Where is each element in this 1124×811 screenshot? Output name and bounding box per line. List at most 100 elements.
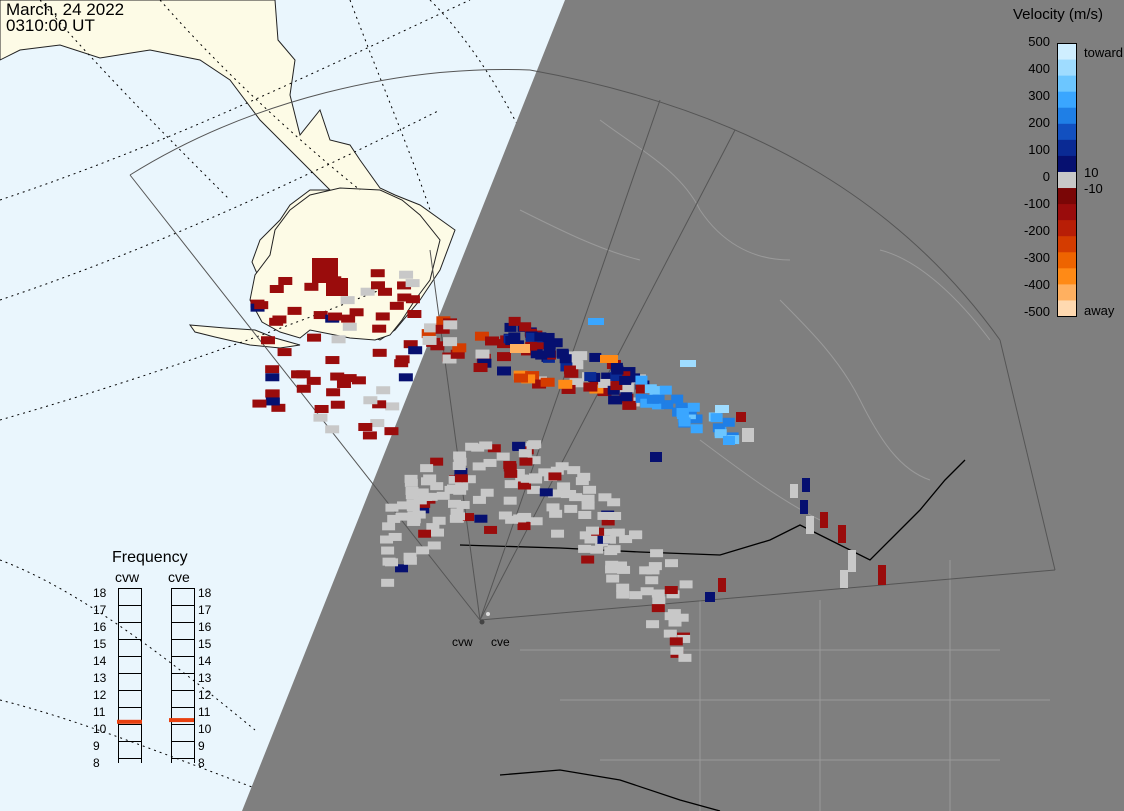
colorbar-band xyxy=(1057,188,1077,205)
colorbar-band xyxy=(1057,91,1077,109)
colorbar-tick-label: -100 xyxy=(1023,196,1050,211)
velocity-cell xyxy=(651,604,665,613)
velocity-cell xyxy=(454,474,468,483)
velocity-cell xyxy=(421,329,436,339)
us-mexico-border xyxy=(499,769,721,811)
velocity-cell xyxy=(326,388,341,397)
colorbar-band xyxy=(1057,59,1077,77)
velocity-cell xyxy=(608,395,623,405)
velocity-cell xyxy=(372,400,387,409)
velocity-cell xyxy=(265,397,280,406)
velocity-cell xyxy=(549,509,563,518)
velocity-cell xyxy=(546,503,560,512)
velocity-cell xyxy=(430,341,445,351)
velocity-cell xyxy=(518,449,532,458)
velocity-cell xyxy=(254,301,269,310)
velocity-cell xyxy=(664,612,678,621)
velocity-cell xyxy=(306,376,321,385)
frequency-scale-right: 15 xyxy=(198,637,212,651)
velocity-cell xyxy=(496,452,510,461)
velocity-cell xyxy=(405,486,419,495)
velocity-cell xyxy=(443,337,458,347)
velocity-cell xyxy=(484,525,498,534)
velocity-cell xyxy=(370,281,385,290)
frequency-scale-right: 10 xyxy=(198,722,212,736)
velocity-cell xyxy=(534,332,547,342)
colorbar-band xyxy=(1057,300,1077,317)
velocity-cell xyxy=(617,565,631,574)
velocity-cell xyxy=(376,386,391,395)
velocity-cell xyxy=(600,355,618,363)
velocity-cell xyxy=(272,315,287,324)
velocity-cell xyxy=(558,379,573,389)
velocity-cell xyxy=(313,311,328,320)
velocity-cell xyxy=(431,528,445,537)
velocity-cell xyxy=(677,634,691,643)
velocity-cell xyxy=(705,592,715,602)
velocity-cell xyxy=(511,468,525,477)
velocity-cell xyxy=(465,442,479,451)
velocity-cell xyxy=(712,423,725,433)
velocity-cells xyxy=(250,258,886,662)
velocity-cell xyxy=(618,371,631,381)
velocity-cell xyxy=(278,276,293,285)
velocity-cell xyxy=(678,653,692,662)
velocity-cell xyxy=(679,580,693,589)
velocity-cell xyxy=(252,399,267,408)
velocity-cell xyxy=(372,348,387,357)
velocity-cell xyxy=(550,466,564,475)
colorbar-tick-label: -500 xyxy=(1023,304,1050,319)
velocity-cell xyxy=(611,528,625,537)
velocity-cell xyxy=(314,404,329,413)
velocity-cell xyxy=(519,322,532,332)
velocity-cell xyxy=(525,341,538,351)
velocity-cell xyxy=(394,359,409,368)
velocity-cell xyxy=(296,384,311,393)
velocity-cell xyxy=(602,528,616,537)
velocity-cell xyxy=(504,322,517,332)
colorbar-band xyxy=(1057,75,1077,93)
velocity-cell xyxy=(505,515,519,524)
velocity-cell xyxy=(646,394,659,404)
velocity-cell xyxy=(556,348,569,358)
velocity-cell xyxy=(601,517,615,526)
velocity-cell xyxy=(645,576,659,585)
velocity-cell xyxy=(406,499,420,508)
frequency-title: Frequency xyxy=(112,549,188,566)
colorbar-label-away: away xyxy=(1084,303,1115,318)
frequency-scale-left: 15 xyxy=(93,637,107,651)
frequency-cvw-marker xyxy=(117,719,142,724)
velocity-cell xyxy=(418,529,432,538)
velocity-cell xyxy=(504,480,518,489)
velocity-cell xyxy=(646,620,660,629)
velocity-cell xyxy=(424,323,439,333)
velocity-cell xyxy=(543,340,556,350)
frequency-cve-label: cve xyxy=(168,569,190,585)
velocity-cell xyxy=(475,349,490,359)
velocity-cell xyxy=(380,535,394,544)
velocity-cell xyxy=(363,396,378,405)
frequency-scale-left: 8 xyxy=(93,756,100,770)
colorbar-title: Velocity (m/s) xyxy=(1013,6,1104,23)
velocity-cell xyxy=(629,531,643,540)
velocity-cell xyxy=(676,410,689,420)
velocity-cell xyxy=(683,410,696,420)
velocity-cell xyxy=(480,488,494,497)
velocity-cell xyxy=(616,590,630,599)
velocity-cell xyxy=(670,646,684,655)
velocity-cell xyxy=(715,405,729,413)
velocity-cell xyxy=(405,279,420,288)
velocity-cell xyxy=(423,474,437,483)
velocity-cell xyxy=(487,444,501,453)
velocity-cell xyxy=(404,474,418,483)
colorbar-tick-label: -300 xyxy=(1023,250,1050,265)
velocity-cell xyxy=(579,531,593,540)
velocity-cell xyxy=(564,504,578,513)
velocity-cell xyxy=(671,394,684,404)
velocity-cell xyxy=(424,492,438,501)
velocity-cell xyxy=(517,522,531,531)
velocity-colorbar xyxy=(1057,43,1077,317)
velocity-cell xyxy=(505,336,518,346)
velocity-cell xyxy=(331,335,346,344)
velocity-cell xyxy=(597,387,612,397)
